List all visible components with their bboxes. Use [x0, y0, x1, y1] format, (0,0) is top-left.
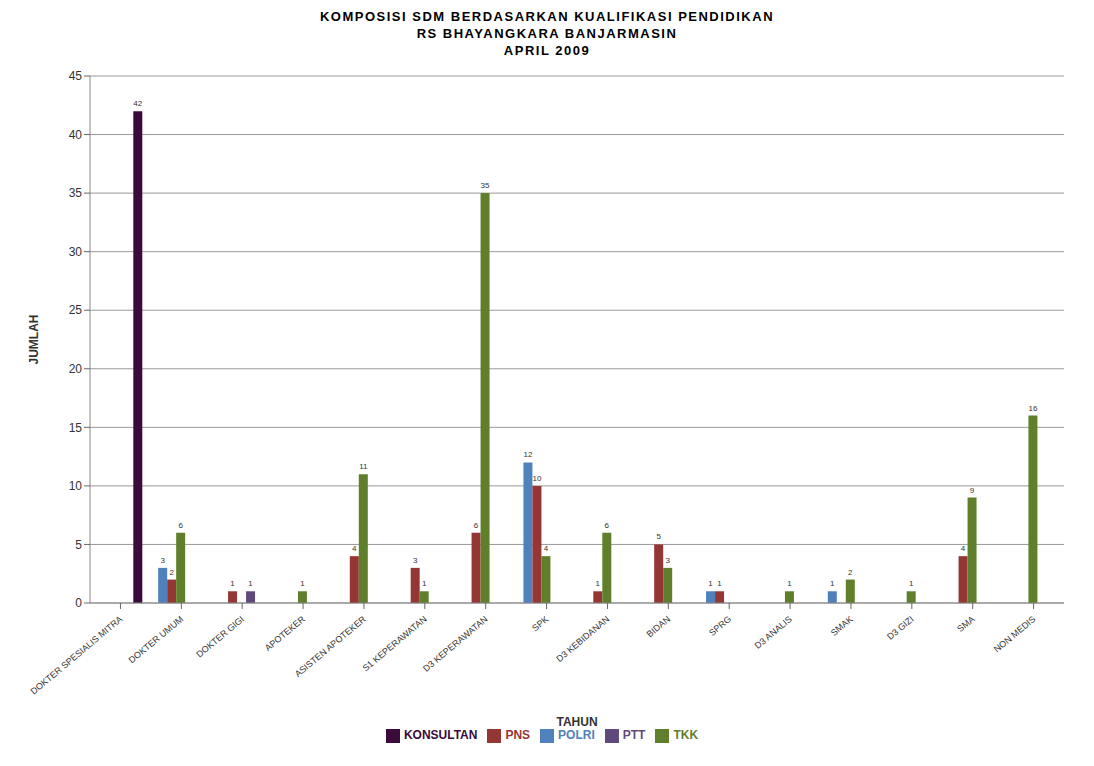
html-text:PTT: PTT	[622, 728, 646, 742]
svg-text:3: 3	[665, 556, 670, 565]
svg-text:D3 KEBIDANAN: D3 KEBIDANAN	[554, 614, 611, 664]
svg-text:1: 1	[787, 579, 792, 588]
svg-text:30: 30	[69, 245, 83, 259]
svg-text:10: 10	[69, 479, 83, 493]
svg-text:1: 1	[596, 579, 601, 588]
svg-text:12: 12	[523, 450, 532, 459]
svg-text:JUMLAH: JUMLAH	[27, 315, 41, 365]
svg-text:4: 4	[544, 544, 549, 553]
svg-text:5: 5	[75, 538, 82, 552]
svg-text:15: 15	[69, 421, 83, 435]
svg-text:1: 1	[248, 579, 253, 588]
svg-text:1: 1	[830, 579, 835, 588]
html-text:PNS: PNS	[505, 728, 531, 742]
svg-text:1: 1	[708, 579, 713, 588]
svg-text:1: 1	[717, 579, 722, 588]
html-text:POLRI: POLRI	[558, 728, 595, 742]
svg-text:SMA: SMA	[955, 614, 976, 634]
svg-text:6: 6	[605, 521, 610, 530]
svg-text:42: 42	[133, 99, 142, 108]
svg-text:D3 ANALIS: D3 ANALIS	[753, 614, 794, 651]
svg-text:16: 16	[1028, 404, 1037, 413]
svg-text:2: 2	[169, 568, 174, 577]
svg-text:1: 1	[230, 579, 235, 588]
svg-text:25: 25	[69, 303, 83, 317]
svg-text:D3 GIZI: D3 GIZI	[885, 614, 916, 642]
svg-text:20: 20	[69, 362, 83, 376]
svg-text:3: 3	[413, 556, 418, 565]
svg-text:SMAK: SMAK	[829, 614, 855, 638]
svg-text:2: 2	[848, 568, 853, 577]
svg-text:35: 35	[481, 181, 490, 190]
svg-text:TAHUN: TAHUN	[556, 715, 597, 729]
html-text:KOMPOSISI SDM BERDASARKAN KUAL: KOMPOSISI SDM BERDASARKAN KUALIFIKASI PE…	[320, 9, 774, 24]
svg-text:DOKTER SPESIALIS MITRA: DOKTER SPESIALIS MITRA	[29, 614, 125, 697]
html-text:KONSULTAN: KONSULTAN	[403, 728, 478, 742]
svg-text:ASISTEN APOTEKER: ASISTEN APOTEKER	[293, 614, 368, 680]
svg-text:1: 1	[300, 579, 305, 588]
svg-text:6: 6	[474, 521, 479, 530]
svg-text:APOTEKER: APOTEKER	[263, 614, 307, 653]
svg-text:DOKTER UMUM: DOKTER UMUM	[127, 614, 186, 665]
svg-text:SPK: SPK	[530, 614, 550, 633]
svg-text:DOKTER GIGI: DOKTER GIGI	[194, 614, 246, 660]
svg-text:D3 KEPERAWATAN: D3 KEPERAWATAN	[421, 614, 489, 674]
svg-text:0: 0	[75, 596, 82, 610]
svg-text:SPRG: SPRG	[707, 614, 733, 638]
svg-text:1: 1	[909, 579, 914, 588]
svg-text:35: 35	[69, 186, 83, 200]
svg-text:40: 40	[69, 128, 83, 142]
svg-text:5: 5	[656, 532, 661, 541]
svg-text:3: 3	[160, 556, 165, 565]
html-text:TKK: TKK	[673, 728, 699, 742]
html-text:APRIL 2009: APRIL 2009	[503, 43, 591, 58]
svg-text:10: 10	[532, 474, 541, 483]
svg-text:45: 45	[69, 69, 83, 83]
svg-text:1: 1	[422, 579, 427, 588]
svg-text:S1 KEPERAWATAN: S1 KEPERAWATAN	[361, 614, 429, 673]
svg-text:4: 4	[352, 544, 357, 553]
svg-text:11: 11	[359, 462, 368, 471]
svg-text:9: 9	[970, 486, 975, 495]
html-text:RS BHAYANGKARA BANJARMASIN: RS BHAYANGKARA BANJARMASIN	[416, 26, 678, 41]
svg-text:NON MEDIS: NON MEDIS	[992, 614, 1038, 654]
svg-text:6: 6	[178, 521, 183, 530]
svg-text:4: 4	[961, 544, 966, 553]
svg-text:BIDAN: BIDAN	[645, 614, 673, 639]
